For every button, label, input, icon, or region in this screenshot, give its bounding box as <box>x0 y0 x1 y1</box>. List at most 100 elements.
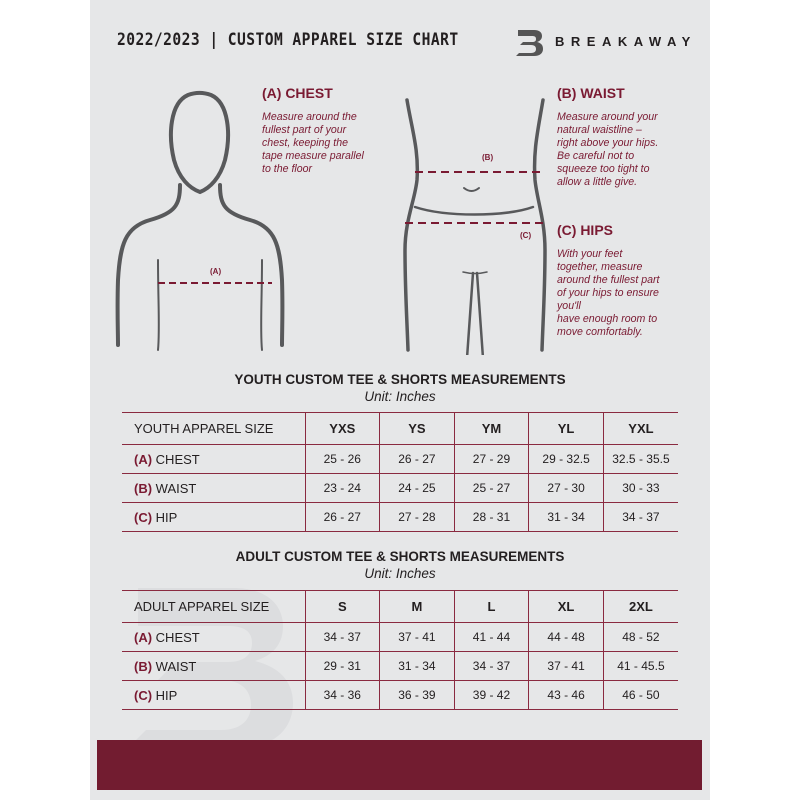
text-line: WAIST <box>155 658 197 674</box>
table-cell: (A) CHEST <box>122 444 306 474</box>
table-cell: YXS <box>304 412 381 445</box>
table-cell: (B) WAIST <box>122 473 306 503</box>
measure-letter: (A) <box>134 629 153 645</box>
table-cell: 34 - 37 <box>304 622 381 652</box>
table-cell: (C) HIP <box>122 502 306 532</box>
table-row: (C) HIP 26 - 27 27 - 28 28 - 31 31 - 34 34 - … <box>122 502 678 532</box>
measure-letter: (A) <box>134 451 153 467</box>
text-line: tape measure parallel <box>262 150 364 162</box>
table-row: (A) CHEST 25 - 26 26 - 27 27 - 29 29 - 32.5 3… <box>122 444 678 474</box>
text-line: HIP <box>155 687 178 703</box>
lower-body-figure <box>403 98 547 355</box>
adult-table-unit: Unit: Inches <box>364 566 436 581</box>
size-header: ADULT APPAREL SIZE <box>122 590 306 623</box>
table-cell: 27 - 28 <box>379 502 455 532</box>
table-cell: 48 - 52 <box>602 622 678 652</box>
table-cell: (C) HIP <box>122 680 306 710</box>
breakaway-logo-icon <box>516 30 543 56</box>
chest-marker: (A) <box>210 267 222 276</box>
text-line: HIP <box>155 509 178 525</box>
table-cell: (A) CHEST <box>122 622 306 652</box>
table-cell: 29 - 32.5 <box>528 444 604 474</box>
text-line: move comfortably. <box>557 326 643 338</box>
text-line: WAIST <box>155 480 197 496</box>
table-header-row: ADULT APPAREL SIZE S M L XL 2XL <box>122 590 678 623</box>
adult-table-title: ADULT CUSTOM TEE & SHORTS MEASUREMENTS <box>235 549 565 564</box>
measure-letter: (B) <box>134 480 153 496</box>
text-line: of your hips to ensure <box>557 287 659 299</box>
chest-description: Measure around the fullest part of your ch… <box>262 111 364 176</box>
table-cell: 34 - 36 <box>304 680 381 710</box>
text-line: together, measure <box>557 261 643 273</box>
table-cell: 37 - 41 <box>379 622 455 652</box>
text-line: have enough room to <box>557 313 658 325</box>
table-cell: 31 - 34 <box>528 502 604 532</box>
table-cell: XL <box>528 590 604 623</box>
text-line: squeeze too tight to <box>557 163 650 175</box>
text-line: fullest part of your <box>262 124 347 136</box>
table-header-row: YOUTH APPAREL SIZE YXS YS YM YL YXL <box>122 412 678 445</box>
table-row: (B) WAIST 23 - 24 24 - 25 25 - 27 27 - 30 30 … <box>122 473 678 503</box>
brand-name: BREAKAWAY <box>555 34 697 49</box>
measure-letter: (B) <box>134 658 153 674</box>
table-cell: 36 - 39 <box>379 680 455 710</box>
table-cell: 26 - 27 <box>304 502 381 532</box>
table-cell: 39 - 42 <box>453 680 530 710</box>
waist-description: Measure around your natural waistline – ri… <box>557 111 658 189</box>
table-cell: 34 - 37 <box>602 502 678 532</box>
text-line: Measure around your <box>557 111 658 123</box>
table-cell: 41 - 44 <box>453 622 530 652</box>
table-cell: 41 - 45.5 <box>602 651 678 681</box>
table-cell: 37 - 41 <box>528 651 604 681</box>
table-cell: 29 - 31 <box>304 651 381 681</box>
size-header: YOUTH APPAREL SIZE <box>122 412 306 445</box>
table-cell: 2XL <box>602 590 678 623</box>
table-cell: 25 - 26 <box>304 444 381 474</box>
text-line: chest, keeping the <box>262 137 348 149</box>
text-line: to the floor <box>262 163 313 175</box>
chest-heading: (A) CHEST <box>262 85 333 101</box>
waist-heading: (B) WAIST <box>557 85 625 101</box>
youth-table-title: YOUTH CUSTOM TEE & SHORTS MEASUREMENTS <box>234 372 566 387</box>
table-cell: (B) WAIST <box>122 651 306 681</box>
footer-bar <box>97 740 702 790</box>
adult-size-table: ADULT APPAREL SIZE S M L XL 2XL (A) CHEST 34 … <box>122 590 678 710</box>
youth-size-table: YOUTH APPAREL SIZE YXS YS YM YL YXL (A) CHES… <box>122 412 678 532</box>
table-cell: S <box>304 590 381 623</box>
table-cell: 31 - 34 <box>379 651 455 681</box>
table-cell: 27 - 30 <box>528 473 604 503</box>
measure-letter: (C) <box>134 509 153 525</box>
youth-table-unit: Unit: Inches <box>364 389 436 404</box>
page-title: 2022/2023 | CUSTOM APPAREL SIZE CHART <box>117 30 459 50</box>
text-line: With your feet <box>557 248 623 260</box>
text-line: CHEST <box>155 451 200 467</box>
table-cell: 34 - 37 <box>453 651 530 681</box>
table-cell: YS <box>379 412 455 445</box>
table-cell: 24 - 25 <box>379 473 455 503</box>
table-cell: YL <box>528 412 604 445</box>
table-row: (B) WAIST 29 - 31 31 - 34 34 - 37 37 - 41 41 … <box>122 651 678 681</box>
table-cell: 43 - 46 <box>528 680 604 710</box>
table-cell: 30 - 33 <box>602 473 678 503</box>
table-cell: YM <box>453 412 530 445</box>
text-line: Measure around the <box>262 111 357 123</box>
table-cell: 28 - 31 <box>453 502 530 532</box>
table-cell: YXL <box>602 412 678 445</box>
measure-letter: (C) <box>134 687 153 703</box>
table-row: (C) HIP 34 - 36 36 - 39 39 - 42 43 - 46 46 - … <box>122 680 678 710</box>
table-cell: 44 - 48 <box>528 622 604 652</box>
table-cell: 26 - 27 <box>379 444 455 474</box>
text-line: allow a little give. <box>557 176 638 188</box>
text-line: around the fullest part <box>557 274 660 286</box>
text-line: Be careful not to <box>557 150 635 162</box>
table-cell: 46 - 50 <box>602 680 678 710</box>
hips-heading: (C) HIPS <box>557 222 613 238</box>
hips-marker: (C) <box>520 231 532 240</box>
waist-marker: (B) <box>482 153 494 162</box>
table-row: (A) CHEST 34 - 37 37 - 41 41 - 44 44 - 48 48 … <box>122 622 678 652</box>
text-line: you'll <box>557 300 581 312</box>
hips-description: With your feet together, measure around th… <box>557 248 659 339</box>
table-cell: 27 - 29 <box>453 444 530 474</box>
text-line: right above your hips. <box>557 137 659 149</box>
table-cell: M <box>379 590 455 623</box>
